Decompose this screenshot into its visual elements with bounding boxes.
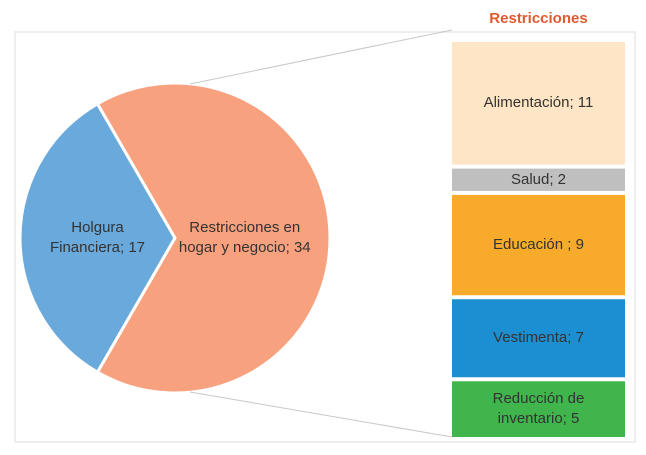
pie-slice [95, 81, 332, 395]
bar-label: Vestimenta; 7 [493, 329, 584, 347]
bar-segment [452, 299, 625, 378]
bar-title: Restricciones [489, 10, 588, 27]
pie-label: Holgura Financiera; 17 [49, 218, 146, 256]
bar-segment [452, 194, 625, 296]
bar-segment [452, 381, 625, 437]
frame [14, 31, 636, 443]
bar-label: Alimentación; 11 [483, 94, 594, 112]
bar-label: Salud; 2 [510, 170, 567, 188]
connector [189, 29, 453, 85]
bar-segment [452, 42, 625, 165]
pie-label: Restricciones en hogar y negocio; 34 [178, 218, 311, 256]
connector [189, 391, 453, 438]
bar-label: Educación ; 9 [493, 235, 584, 253]
bar-segment [452, 168, 625, 191]
bar-label: Reducción de inventario; 5 [492, 389, 585, 428]
